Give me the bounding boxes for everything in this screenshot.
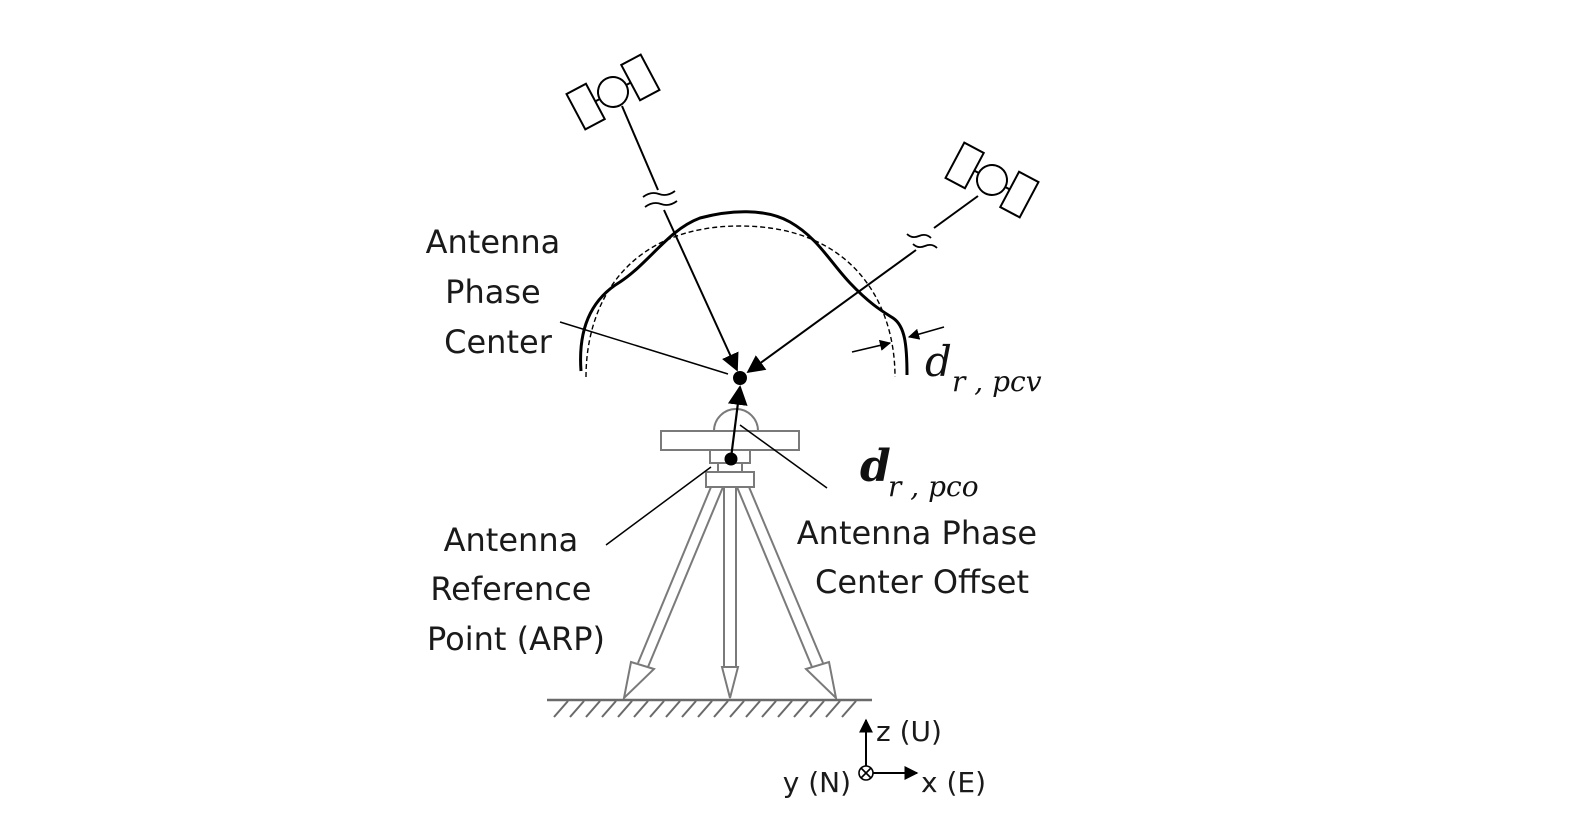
ground-hatch-mark [649, 700, 665, 718]
pcv-symbol-subscript: r , pcv [952, 365, 1042, 398]
label-pco: Antenna Phase Center Offset [797, 514, 1047, 601]
symbol-d-r-pcv: d r , pcv [925, 337, 1042, 398]
axis-label-y: y (N) [783, 766, 851, 799]
ground-hatch-mark [681, 700, 697, 718]
satellite-right-icon [944, 141, 1040, 219]
actual-phase-pattern-curve [579, 210, 909, 376]
ground-hatch-mark [761, 700, 777, 718]
arp-leader-line [605, 466, 712, 546]
ground-hatch-mark [617, 700, 633, 718]
axis-label-z: z (U) [876, 715, 942, 748]
label-phase-center: Antenna Phase Center [426, 223, 571, 361]
antenna-phase-center-point [733, 371, 747, 385]
antenna-reference-point [724, 452, 738, 466]
mean-phase-pattern-dashed-arc [585, 225, 896, 378]
ground-hatch-mark [825, 700, 841, 718]
phase-center-leader-line [559, 321, 729, 375]
tripod [622, 486, 838, 701]
ground-hatch-mark [585, 700, 601, 718]
ground-hatch-mark [713, 700, 729, 718]
ground-hatch-mark [809, 700, 825, 718]
ground-hatch-mark [553, 700, 569, 718]
into-page-axis-icon [858, 765, 874, 781]
ground-hatch-mark [793, 700, 809, 718]
ground-hatch-mark [697, 700, 713, 718]
pco-leader-line [739, 424, 828, 489]
antenna-body [660, 408, 800, 488]
ground-hatch [547, 698, 872, 718]
ground-hatch-mark [633, 700, 649, 718]
ground-hatch-mark [569, 700, 585, 718]
pcv-arrows [851, 326, 945, 353]
axis-label-x: x (E) [921, 766, 986, 799]
ground-hatch-mark [601, 700, 617, 718]
ground-hatch-mark [665, 700, 681, 718]
label-arp: Antenna Reference Point (ARP) [427, 521, 605, 658]
coordinate-axes: z (U) y (N) x (E) [783, 715, 986, 799]
ground-hatch-mark [841, 700, 857, 718]
ground-hatch-mark [729, 700, 745, 718]
ground-hatch-mark [777, 700, 793, 718]
pco-symbol-subscript: r , pco [888, 470, 979, 503]
pcv-symbol-main: d [925, 337, 952, 386]
signal-path-left [621, 105, 739, 372]
pco-vector-arrow [727, 385, 748, 459]
symbol-d-r-pco: d r , pco [860, 441, 979, 503]
satellite-left-icon [565, 53, 661, 131]
signal-path-right [746, 195, 979, 374]
pco-symbol-main: d [860, 441, 891, 492]
ground-hatch-mark [745, 700, 761, 718]
